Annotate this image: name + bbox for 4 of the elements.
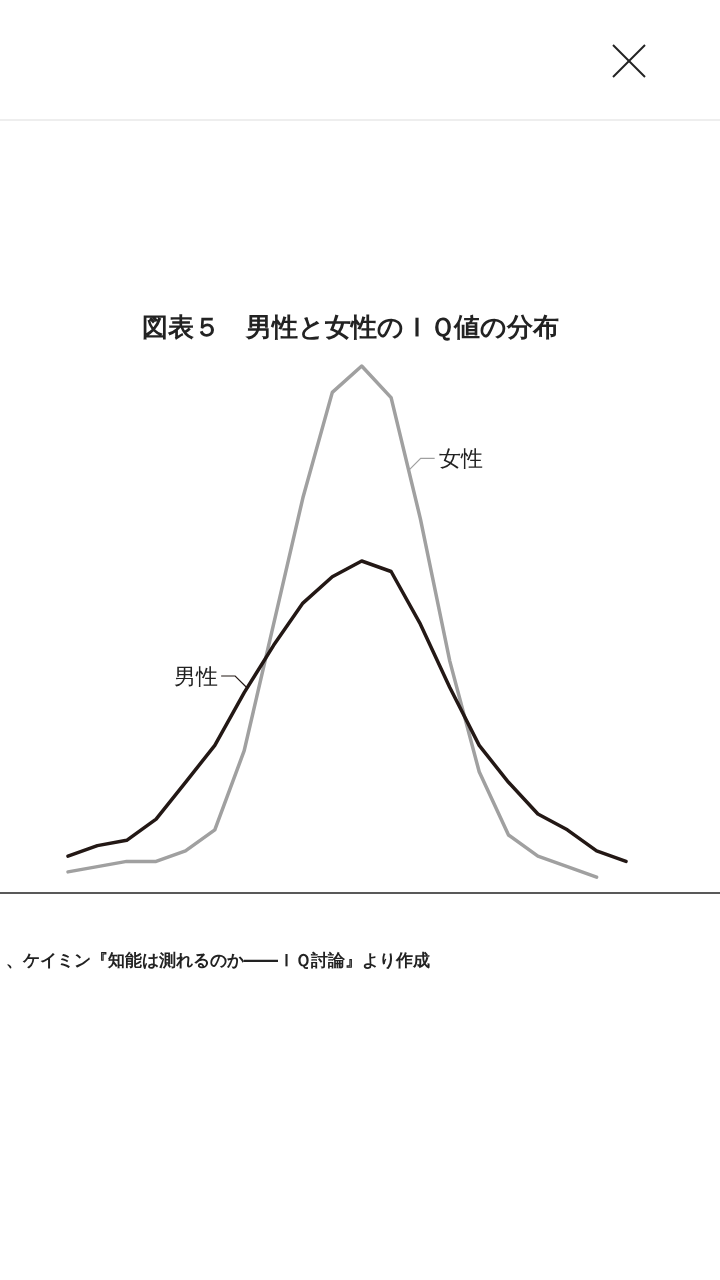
series-label: 男性 (174, 664, 219, 689)
legend-label: 女性 (438, 446, 483, 472)
chart-title: 図表５ 男性と女性のＩＱ値の分布 (141, 312, 559, 342)
text: 、ケイミン『知能は測れるのか――ＩＱ討論』より作成 (6, 950, 430, 970)
